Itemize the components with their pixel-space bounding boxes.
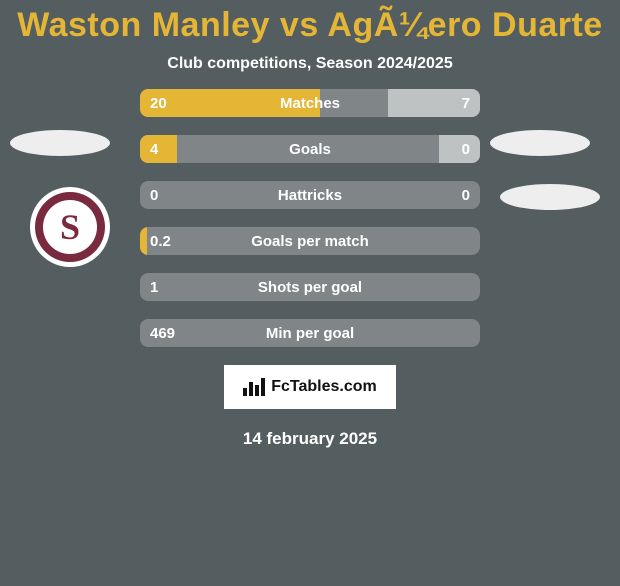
player-left-placeholder [10, 130, 110, 156]
source-text: FcTables.com [271, 378, 377, 396]
comparison-title: Waston Manley vs AgÃ¼ero Duarte [0, 6, 620, 45]
stat-label: Hattricks [140, 181, 480, 209]
stat-label: Matches [140, 89, 480, 117]
stat-label: Shots per goal [140, 273, 480, 301]
stat-row: 207Matches [140, 89, 480, 117]
team-badge: S [30, 187, 110, 267]
stat-label: Goals per match [140, 227, 480, 255]
comparison-subtitle: Club competitions, Season 2024/2025 [0, 55, 620, 73]
stat-label: Min per goal [140, 319, 480, 347]
player-right-placeholder-1 [490, 130, 590, 156]
team-badge-letter: S [43, 200, 97, 254]
stat-row: 0.2Goals per match [140, 227, 480, 255]
stat-label: Goals [140, 135, 480, 163]
bars-icon [243, 378, 265, 396]
stat-row: 40Goals [140, 135, 480, 163]
stat-row: 469Min per goal [140, 319, 480, 347]
source-attribution: FcTables.com [224, 365, 396, 409]
stat-row: 1Shots per goal [140, 273, 480, 301]
comparison-date: 14 february 2025 [0, 429, 620, 449]
player-right-placeholder-2 [500, 184, 600, 210]
comparison-chart: 207Matches 40Goals 00Hattricks 0.2Goals per… [140, 89, 480, 347]
stat-row: 00Hattricks [140, 181, 480, 209]
